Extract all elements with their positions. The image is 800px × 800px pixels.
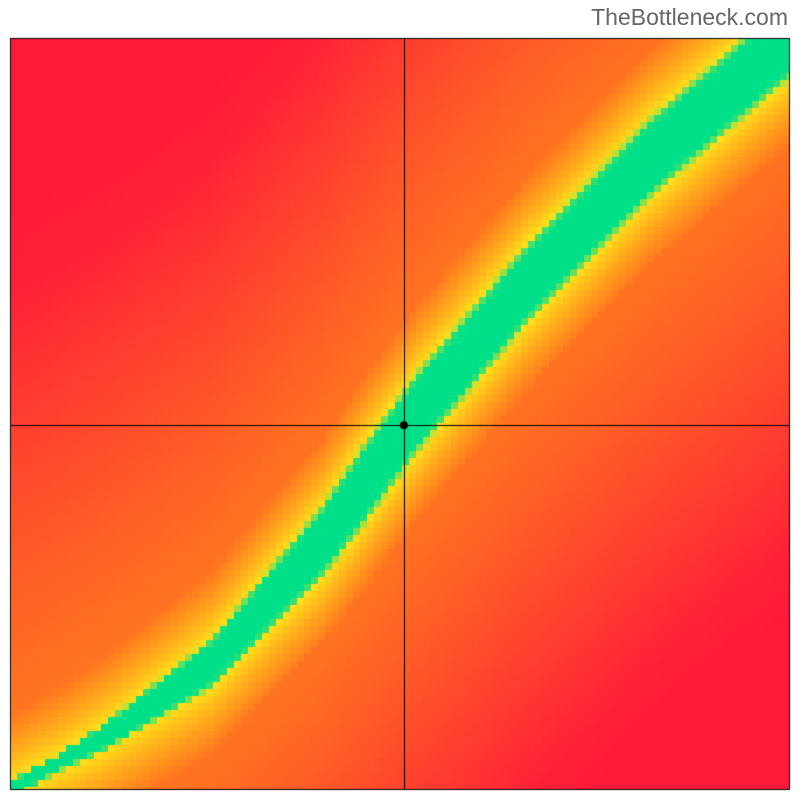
watermark-text: TheBottleneck.com	[591, 4, 788, 31]
bottleneck-heatmap	[0, 0, 800, 800]
